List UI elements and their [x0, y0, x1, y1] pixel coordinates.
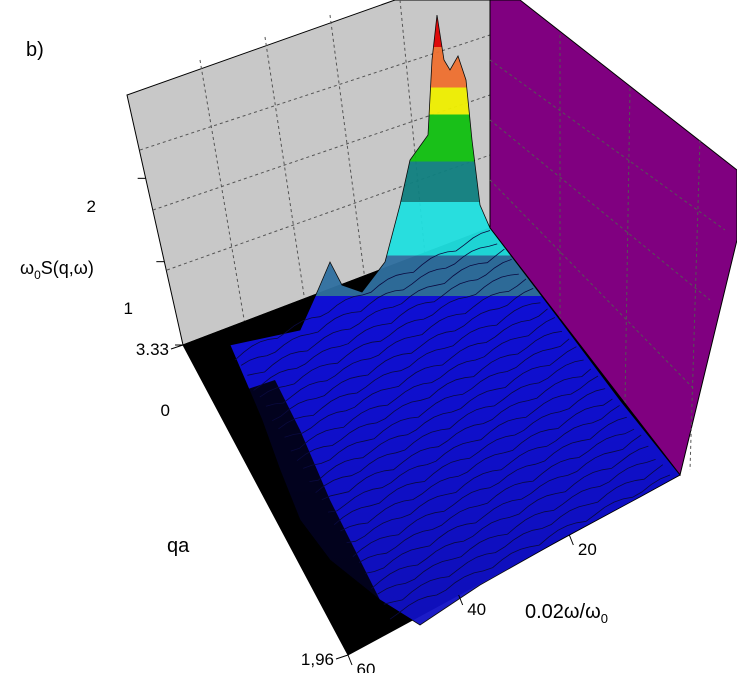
mesh-line: [234, 230, 491, 361]
x-tick: [458, 594, 464, 606]
y-tick: [335, 654, 349, 660]
mesh-line: [253, 259, 512, 391]
surface-mesh: [234, 230, 671, 620]
mesh-line: [365, 434, 642, 574]
side-wall-grid: [489, 35, 726, 471]
y-axis-label: qa: [167, 535, 190, 557]
x-tick: [568, 534, 574, 546]
mesh-line: [272, 288, 534, 422]
mesh-line: [315, 359, 584, 494]
mesh-line: [377, 459, 656, 595]
z-axis-label-sub: 0: [34, 268, 41, 282]
mesh-line: [346, 405, 620, 544]
mesh-line: [265, 278, 527, 407]
x-tick-label: 40: [467, 600, 486, 619]
z-axis-label: ω0S(q,ω): [20, 258, 94, 282]
mesh-line: [352, 416, 627, 558]
z-tick-label: 2: [87, 197, 96, 216]
x-tick: [347, 654, 353, 666]
mesh-line: [333, 388, 606, 526]
surface-gap: [245, 380, 380, 610]
mesh-line: [358, 428, 635, 563]
y-tick-label: 3.33: [136, 340, 169, 359]
mesh-line: [309, 346, 577, 482]
x-tick-label: 60: [357, 660, 376, 673]
mesh-line: [371, 445, 649, 590]
x-axis-label-sub: 0: [601, 611, 608, 626]
mesh-line: [383, 464, 664, 605]
x-axis-label: 0.02ω/ω0: [525, 601, 608, 626]
mesh-line: [240, 243, 498, 366]
z-tick-label: 0: [161, 401, 170, 420]
mesh-line: [321, 368, 592, 501]
mesh-line: [284, 308, 548, 438]
y-tick: [170, 344, 184, 350]
mesh-line: [296, 331, 563, 462]
mesh-line: [340, 398, 613, 532]
z-axis-label-part: S(q,ω): [41, 258, 94, 278]
mesh-line: [290, 317, 555, 452]
x-axis-label-part: 0.02ω/ω: [525, 601, 601, 623]
mesh-line: [259, 273, 519, 398]
mesh-line: [389, 474, 671, 620]
mesh-line: [278, 302, 541, 430]
mesh-line: [247, 248, 505, 376]
mesh-line: [303, 338, 570, 469]
y-tick-label: 1,96: [301, 650, 334, 669]
panel-label: b): [26, 39, 44, 61]
z-tick-label: 1: [124, 299, 133, 318]
z-axis-label-part: ω: [20, 258, 34, 278]
x-tick-label: 20: [578, 540, 597, 559]
mesh-line: [327, 375, 599, 513]
